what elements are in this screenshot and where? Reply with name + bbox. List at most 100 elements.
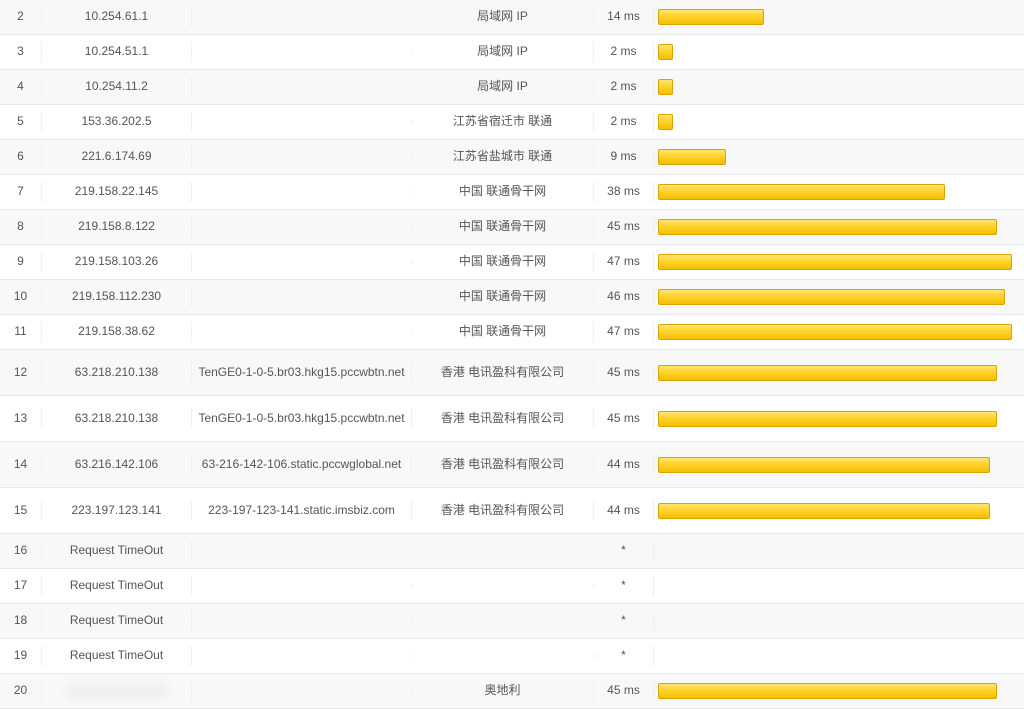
ip-address: 219.158.22.145 bbox=[42, 182, 192, 202]
hop-number: 4 bbox=[0, 77, 42, 97]
latency-bar-outer bbox=[658, 44, 1020, 60]
location: 奥地利 bbox=[412, 681, 594, 701]
ip-address: 219.158.103.26 bbox=[42, 252, 192, 272]
latency: 45 ms bbox=[594, 363, 654, 383]
latency: 44 ms bbox=[594, 501, 654, 521]
hostname bbox=[192, 330, 412, 334]
latency-bar-outer bbox=[658, 503, 1020, 519]
hostname bbox=[192, 50, 412, 54]
latency-bar-cell bbox=[654, 409, 1024, 429]
latency-bar-outer bbox=[658, 365, 1020, 381]
latency-bar-outer bbox=[658, 254, 1020, 270]
table-row: 16Request TimeOut* bbox=[0, 534, 1024, 569]
table-row: 20 奥地利45 ms bbox=[0, 674, 1024, 709]
latency-bar bbox=[658, 365, 997, 381]
location: 局域网 IP bbox=[412, 77, 594, 97]
latency-bar bbox=[658, 44, 673, 60]
latency-bar-cell bbox=[654, 77, 1024, 97]
hop-number: 6 bbox=[0, 147, 42, 167]
hop-number: 10 bbox=[0, 287, 42, 307]
location: 中国 联通骨干网 bbox=[412, 182, 594, 202]
latency: 2 ms bbox=[594, 112, 654, 132]
latency: * bbox=[594, 646, 654, 666]
hop-number: 11 bbox=[0, 322, 42, 342]
ip-address: Request TimeOut bbox=[42, 576, 192, 596]
location bbox=[412, 654, 594, 658]
ip-address: 63.216.142.106 bbox=[42, 455, 192, 475]
location bbox=[412, 584, 594, 588]
ip-address: 219.158.8.122 bbox=[42, 217, 192, 237]
latency-bar-outer bbox=[658, 149, 1020, 165]
latency-bar bbox=[658, 503, 990, 519]
latency: * bbox=[594, 576, 654, 596]
traceroute-table: 210.254.61.1局域网 IP14 ms310.254.51.1局域网 I… bbox=[0, 0, 1024, 709]
latency-bar-cell bbox=[654, 681, 1024, 701]
ip-address: Request TimeOut bbox=[42, 611, 192, 631]
latency-bar-cell bbox=[654, 252, 1024, 272]
ip-address: 10.254.11.2 bbox=[42, 77, 192, 97]
latency: 38 ms bbox=[594, 182, 654, 202]
hop-number: 7 bbox=[0, 182, 42, 202]
table-row: 15223.197.123.141223-197-123-141.static.… bbox=[0, 488, 1024, 534]
table-row: 1363.218.210.138TenGE0-1-0-5.br03.hkg15.… bbox=[0, 396, 1024, 442]
ip-address: 223.197.123.141 bbox=[42, 501, 192, 521]
ip-address: 10.254.61.1 bbox=[42, 7, 192, 27]
latency-bar-cell bbox=[654, 112, 1024, 132]
hop-number: 13 bbox=[0, 409, 42, 429]
latency: 46 ms bbox=[594, 287, 654, 307]
table-row: 10219.158.112.230中国 联通骨干网46 ms bbox=[0, 280, 1024, 315]
latency-bar bbox=[658, 324, 1012, 340]
ip-address: 221.6.174.69 bbox=[42, 147, 192, 167]
hostname: 63-216-142-106.static.pccwglobal.net bbox=[192, 455, 412, 475]
hostname: TenGE0-1-0-5.br03.hkg15.pccwbtn.net bbox=[192, 409, 412, 429]
latency-bar-outer bbox=[658, 457, 1020, 473]
table-row: 1463.216.142.10663-216-142-106.static.pc… bbox=[0, 442, 1024, 488]
hop-number: 20 bbox=[0, 681, 42, 701]
latency-bar bbox=[658, 149, 726, 165]
latency-bar-cell bbox=[654, 363, 1024, 383]
location: 中国 联通骨干网 bbox=[412, 217, 594, 237]
latency-bar-outer bbox=[658, 289, 1020, 305]
hop-number: 2 bbox=[0, 7, 42, 27]
latency-bar-cell bbox=[654, 584, 1024, 588]
ip-address: 10.254.51.1 bbox=[42, 42, 192, 62]
location: 江苏省盐城市 联通 bbox=[412, 147, 594, 167]
hostname: 223-197-123-141.static.imsbiz.com bbox=[192, 501, 412, 521]
table-row: 9219.158.103.26中国 联通骨干网47 ms bbox=[0, 245, 1024, 280]
location: 中国 联通骨干网 bbox=[412, 322, 594, 342]
ip-address: Request TimeOut bbox=[42, 646, 192, 666]
hop-number: 12 bbox=[0, 363, 42, 383]
table-row: 6221.6.174.69 江苏省盐城市 联通9 ms bbox=[0, 140, 1024, 175]
ip-address: 63.218.210.138 bbox=[42, 363, 192, 383]
location: 香港 电讯盈科有限公司 bbox=[412, 409, 594, 429]
table-row: 8219.158.8.122中国 联通骨干网45 ms bbox=[0, 210, 1024, 245]
table-row: 7219.158.22.145 中国 联通骨干网38 ms bbox=[0, 175, 1024, 210]
ip-blurred bbox=[67, 684, 167, 698]
latency-bar-cell bbox=[654, 654, 1024, 658]
table-row: 18Request TimeOut* bbox=[0, 604, 1024, 639]
latency: 2 ms bbox=[594, 77, 654, 97]
latency-bar-outer bbox=[658, 184, 1020, 200]
latency-bar-outer bbox=[658, 9, 1020, 25]
hostname: TenGE0-1-0-5.br03.hkg15.pccwbtn.net bbox=[192, 363, 412, 383]
latency-bar-cell bbox=[654, 147, 1024, 167]
location: 江苏省宿迁市 联通 bbox=[412, 112, 594, 132]
latency-bar-cell bbox=[654, 7, 1024, 27]
latency: 45 ms bbox=[594, 681, 654, 701]
latency-bar-outer bbox=[658, 683, 1020, 699]
hop-number: 9 bbox=[0, 252, 42, 272]
hop-number: 15 bbox=[0, 501, 42, 521]
latency-bar-cell bbox=[654, 287, 1024, 307]
latency-bar bbox=[658, 411, 997, 427]
latency: 47 ms bbox=[594, 252, 654, 272]
hop-number: 16 bbox=[0, 541, 42, 561]
latency-bar bbox=[658, 79, 673, 95]
latency-bar-cell bbox=[654, 501, 1024, 521]
ip-address: 219.158.112.230 bbox=[42, 287, 192, 307]
table-row: 17Request TimeOut* bbox=[0, 569, 1024, 604]
hostname bbox=[192, 584, 412, 588]
table-row: 5153.36.202.5江苏省宿迁市 联通2 ms bbox=[0, 105, 1024, 140]
latency-bar bbox=[658, 457, 990, 473]
latency: 9 ms bbox=[594, 147, 654, 167]
hostname bbox=[192, 689, 412, 693]
